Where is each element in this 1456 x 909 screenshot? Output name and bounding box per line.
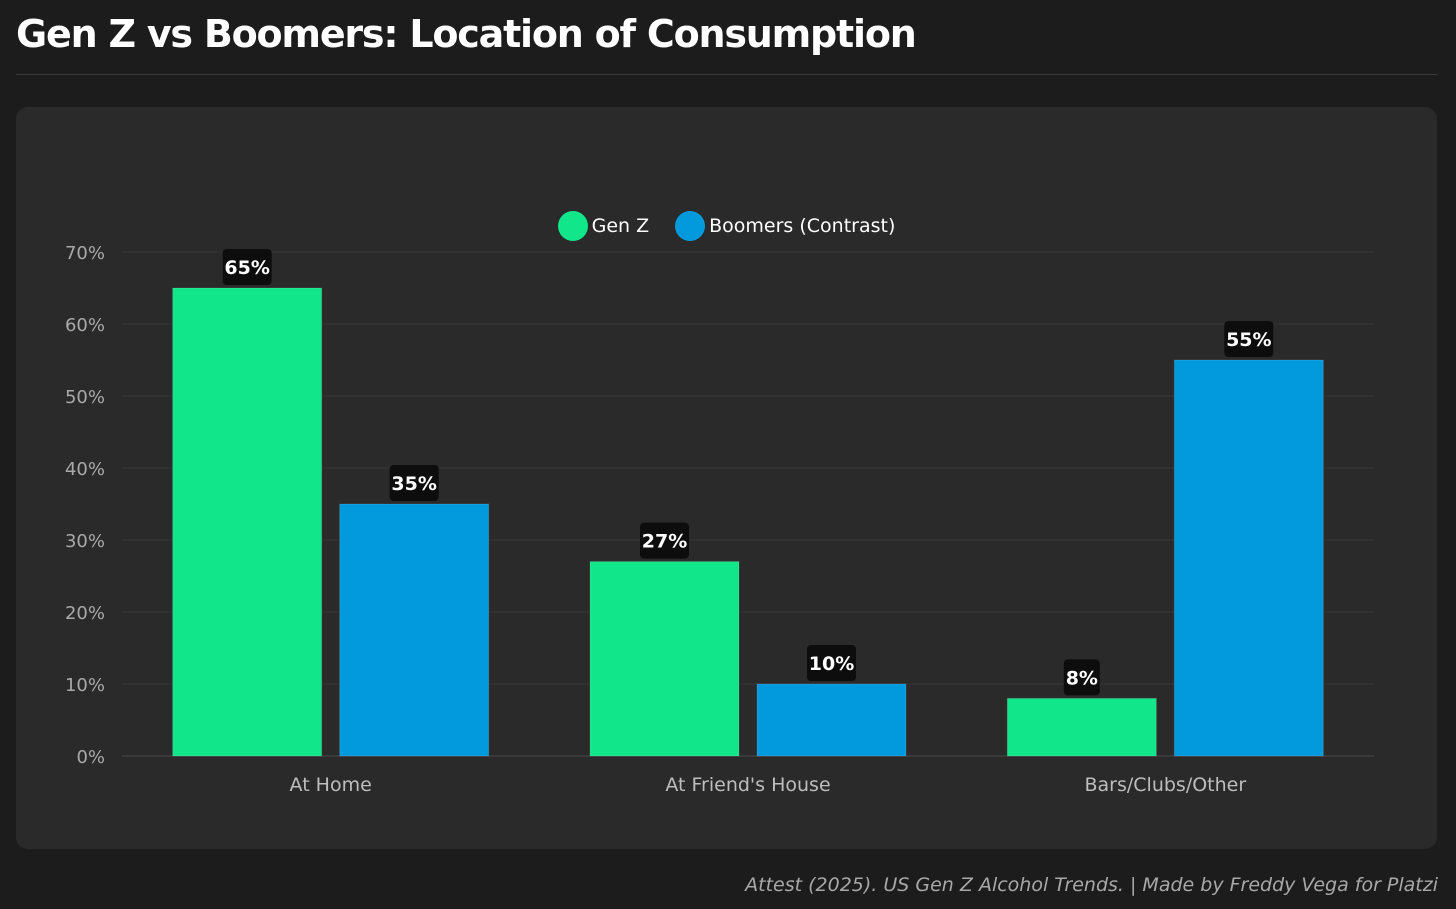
legend-item-gen-z[interactable]: Gen Z (557, 211, 650, 241)
data-label: 8% (1066, 667, 1098, 689)
x-tick-label: Bars/Clubs/Other (1084, 774, 1246, 796)
title-divider (16, 74, 1437, 75)
y-tick-label: 30% (65, 531, 105, 552)
data-label-bg (1063, 659, 1100, 696)
y-tick-label: 20% (65, 603, 105, 624)
x-tick-label: At Friend's House (665, 774, 830, 796)
data-label: 10% (809, 653, 854, 675)
bar-boomers-contrast-at-home[interactable] (339, 503, 490, 757)
legend-item-boomers[interactable]: Boomers (Contrast) (675, 211, 895, 241)
y-tick-label: 70% (65, 243, 105, 264)
page-title: Gen Z vs Boomers: Location of Consumptio… (16, 12, 917, 56)
data-label: 27% (642, 531, 687, 553)
legend-label-boomers: Boomers (Contrast) (709, 215, 896, 237)
y-tick-label: 40% (65, 459, 105, 480)
legend-label-gen-z: Gen Z (591, 215, 650, 237)
y-tick-label: 50% (65, 387, 105, 408)
y-tick-label: 10% (65, 675, 105, 696)
data-labels: 65% 35% 27% 10% 8% 55% (222, 249, 1274, 696)
gridlines (122, 251, 1374, 757)
y-tick-label: 0% (76, 747, 105, 768)
data-label: 65% (224, 257, 269, 279)
data-label: 55% (1226, 329, 1271, 351)
bar-gen-z-at-friend-s-house[interactable] (589, 561, 740, 757)
boomers-swatch-icon (675, 211, 706, 241)
data-label-bg (807, 645, 856, 681)
data-label: 35% (391, 473, 436, 495)
bar-chart: 0% 10% 20% 30% 40% 50% 60% 70% At Home At Friend… (65, 243, 1374, 796)
bar-boomers-contrast-bars-clubs-other[interactable] (1173, 359, 1324, 757)
x-tick-label: At Home (290, 774, 372, 796)
data-label-bg (1224, 321, 1274, 357)
bar-boomers-contrast-at-friend-s-house[interactable] (756, 683, 907, 757)
bar-gen-z-bars-clubs-other[interactable] (1006, 697, 1157, 757)
data-label-bg (222, 249, 272, 285)
x-axis-ticks: At Home At Friend's House Bars/Clubs/Other (290, 774, 1247, 796)
y-tick-label: 60% (65, 315, 105, 336)
y-axis-ticks: 0% 10% 20% 30% 40% 50% 60% 70% (65, 243, 105, 768)
bars (172, 287, 1324, 757)
chart-legend: Gen Z Boomers (Contrast) (16, 211, 1437, 241)
data-label-bg (640, 522, 689, 559)
bar-gen-z-at-home[interactable] (172, 287, 323, 757)
chart-card: 0% 10% 20% 30% 40% 50% 60% 70% At Home At Friend… (16, 107, 1437, 849)
source-note: Attest (2025). US Gen Z Alcohol Trends. … (745, 874, 1438, 896)
data-label-bg (389, 465, 439, 501)
gen-z-swatch-icon (557, 211, 588, 241)
